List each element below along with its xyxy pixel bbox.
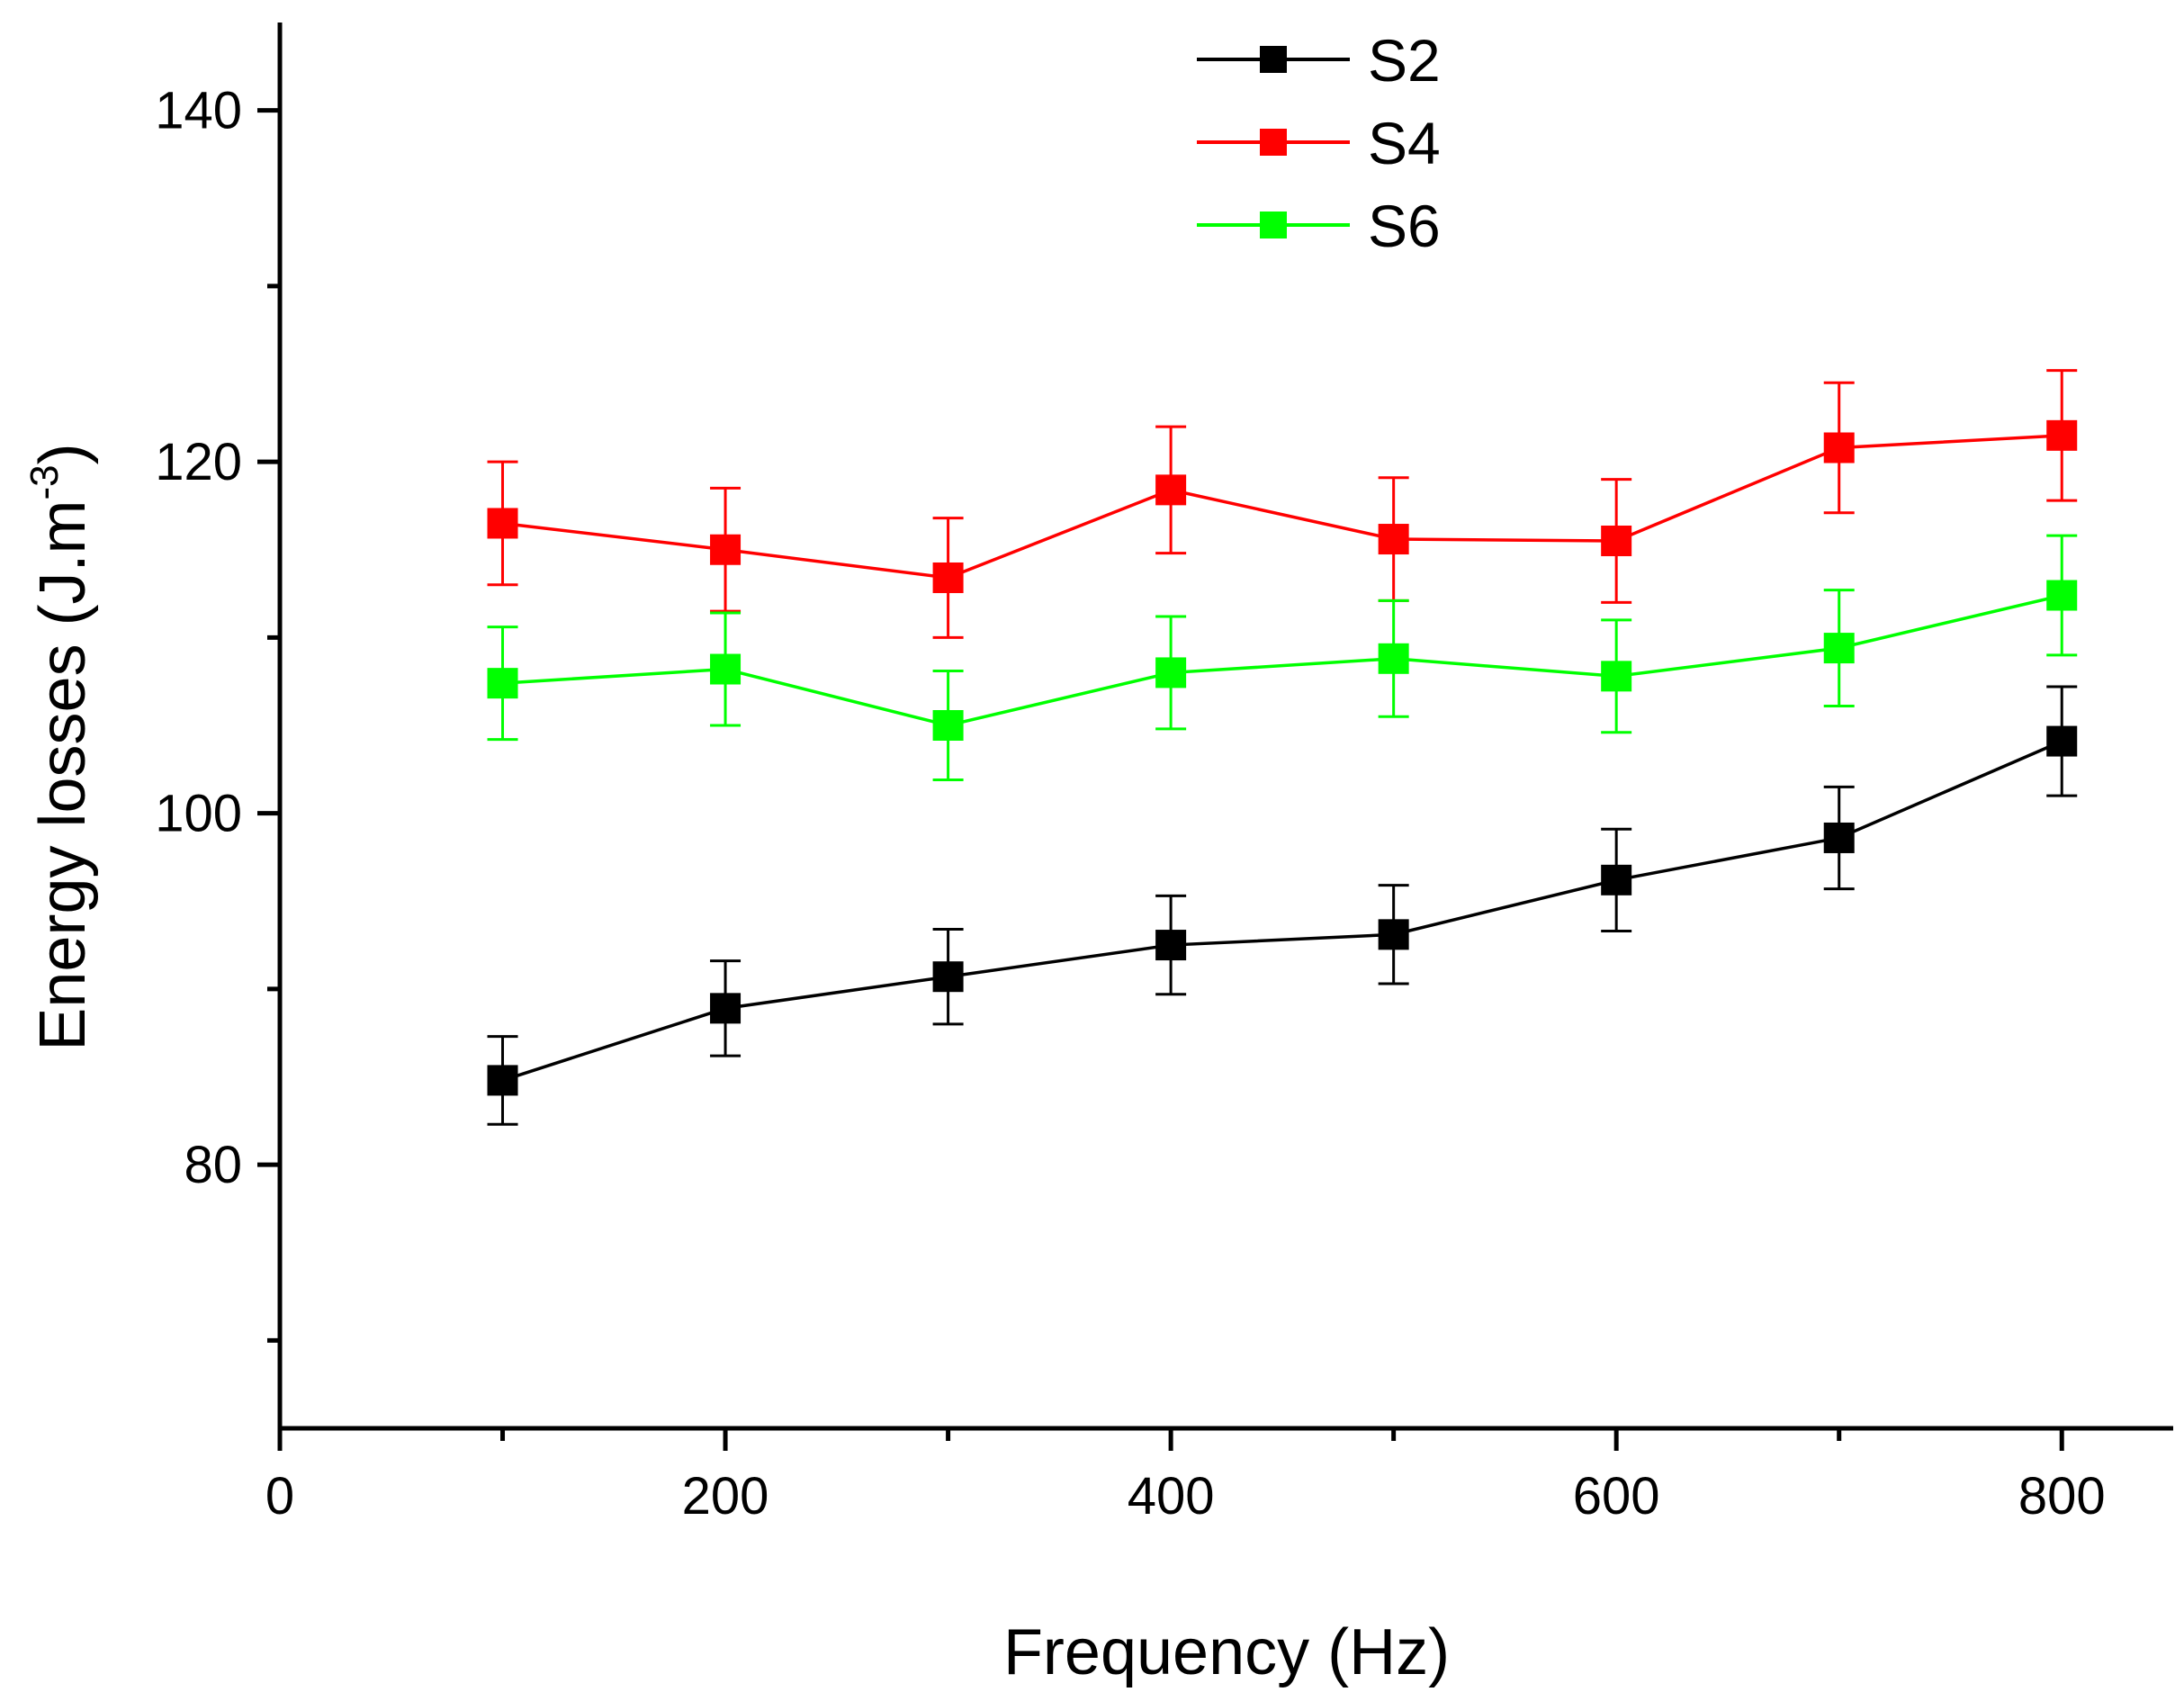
x-tick-label: 800 bbox=[2018, 1467, 2106, 1526]
y-tick-label: 80 bbox=[184, 1136, 242, 1194]
data-point bbox=[932, 710, 964, 741]
y-tick-label: 140 bbox=[155, 82, 242, 140]
legend-marker bbox=[1260, 212, 1287, 238]
series-line bbox=[501, 739, 2063, 1083]
data-point bbox=[710, 993, 741, 1024]
data-point bbox=[487, 1065, 518, 1096]
legend-item-s4: S4 bbox=[1197, 110, 1441, 176]
data-point bbox=[1155, 474, 1187, 506]
data-point bbox=[1823, 432, 1855, 464]
legend-label: S6 bbox=[1368, 193, 1441, 259]
data-point bbox=[1823, 822, 1855, 853]
data-point bbox=[2046, 580, 2078, 611]
data-point bbox=[1823, 633, 1855, 664]
x-axis-title: Frequency (Hz) bbox=[1003, 1616, 1450, 1688]
x-tick-label: 600 bbox=[1573, 1467, 1660, 1526]
series-s6 bbox=[487, 534, 2078, 782]
data-point bbox=[487, 508, 518, 539]
data-point bbox=[1155, 930, 1187, 961]
series-s2 bbox=[487, 685, 2078, 1126]
data-point bbox=[1378, 643, 1409, 674]
x-ticks: 0 200 400 600 800 bbox=[265, 1428, 2106, 1526]
series-layer bbox=[487, 369, 2078, 1126]
data-point bbox=[1601, 525, 1632, 556]
data-point bbox=[2046, 419, 2078, 451]
series-s4 bbox=[487, 369, 2078, 639]
data-point bbox=[932, 961, 964, 993]
legend-marker bbox=[1260, 46, 1287, 73]
series-line bbox=[502, 593, 2063, 727]
x-tick-label: 200 bbox=[682, 1467, 769, 1526]
legend-label: S2 bbox=[1368, 27, 1441, 94]
data-point bbox=[1378, 919, 1409, 950]
legend-label: S4 bbox=[1368, 110, 1441, 176]
y-tick-label: 120 bbox=[155, 433, 242, 491]
y-ticks: 80 100 120 140 bbox=[155, 82, 280, 1343]
legend-item-s2: S2 bbox=[1197, 27, 1441, 94]
axes bbox=[277, 22, 2173, 1431]
data-point bbox=[1155, 657, 1187, 688]
x-tick-label: 400 bbox=[1128, 1467, 1215, 1526]
data-point bbox=[710, 653, 741, 685]
y-tick-label: 100 bbox=[155, 785, 242, 843]
data-point bbox=[2046, 725, 2078, 757]
data-point bbox=[1601, 864, 1632, 896]
legend-item-s6: S6 bbox=[1197, 193, 1441, 259]
data-point bbox=[1378, 524, 1409, 555]
y-axis-title-main: Energy losses (J.m bbox=[27, 500, 99, 1050]
legend: S2 S4 S6 bbox=[1197, 27, 1441, 259]
data-point bbox=[932, 562, 964, 593]
y-axis-title-close: ) bbox=[27, 443, 99, 464]
data-point bbox=[487, 668, 518, 699]
y-axis-title-superscript: -3 bbox=[22, 464, 67, 500]
y-axis-title: Energy losses (J.m-3) bbox=[22, 443, 99, 1050]
x-tick-label: 0 bbox=[265, 1467, 294, 1526]
data-point bbox=[710, 534, 741, 565]
legend-marker bbox=[1260, 129, 1287, 156]
series-line bbox=[502, 434, 2063, 580]
data-point bbox=[1601, 661, 1632, 692]
